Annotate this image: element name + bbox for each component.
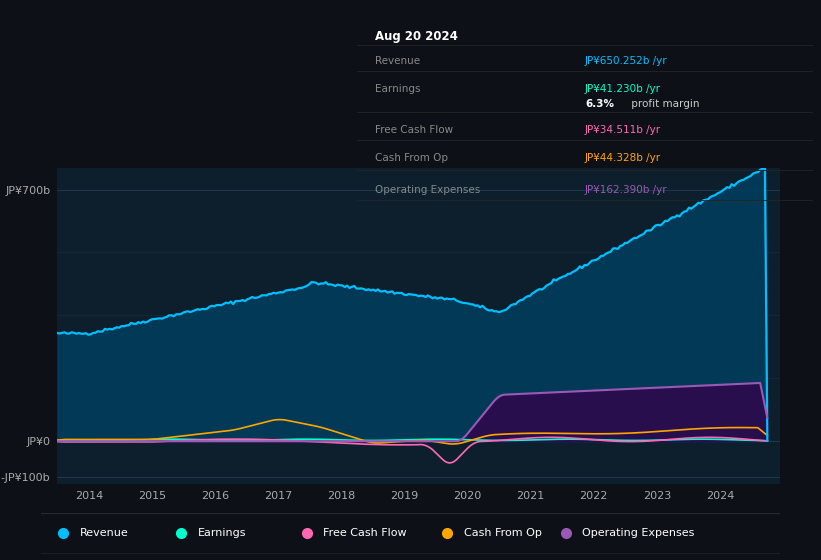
Text: Earnings: Earnings (375, 83, 421, 94)
Text: Free Cash Flow: Free Cash Flow (323, 529, 407, 538)
Text: Aug 20 2024: Aug 20 2024 (375, 30, 458, 43)
Text: Operating Expenses: Operating Expenses (375, 185, 480, 195)
Text: Operating Expenses: Operating Expenses (582, 529, 695, 538)
Text: Revenue: Revenue (80, 529, 128, 538)
Text: JP¥650.252b /yr: JP¥650.252b /yr (585, 55, 667, 66)
Text: 6.3%: 6.3% (585, 99, 614, 109)
Text: JP¥34.511b /yr: JP¥34.511b /yr (585, 125, 661, 134)
Text: Free Cash Flow: Free Cash Flow (375, 125, 453, 134)
Text: Revenue: Revenue (375, 55, 420, 66)
Text: Cash From Op: Cash From Op (464, 529, 542, 538)
Text: profit margin: profit margin (628, 99, 699, 109)
Text: JP¥162.390b /yr: JP¥162.390b /yr (585, 185, 667, 195)
Text: JP¥44.328b /yr: JP¥44.328b /yr (585, 153, 661, 162)
Text: JP¥41.230b /yr: JP¥41.230b /yr (585, 83, 661, 94)
Text: Cash From Op: Cash From Op (375, 153, 448, 162)
FancyBboxPatch shape (34, 514, 784, 554)
Text: Earnings: Earnings (198, 529, 246, 538)
